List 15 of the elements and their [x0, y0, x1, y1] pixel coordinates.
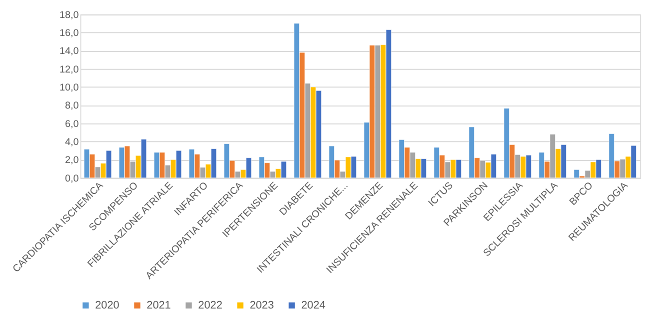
y-tick-label: 12,0	[60, 64, 80, 76]
y-tick-label: 8,0	[65, 100, 80, 112]
y-tick-label: 2,0	[65, 155, 80, 166]
y-tick-label: 4,0	[65, 136, 80, 148]
y-tick-label: 6,0	[65, 118, 80, 130]
y-tick-label: 10,0	[60, 82, 80, 94]
legend-label: 2022	[198, 299, 222, 312]
legend-label: 2023	[250, 299, 274, 312]
legend-label: 2024	[301, 299, 326, 312]
y-tick-label: 18,0	[60, 10, 80, 21]
legend-label: 2020	[95, 299, 120, 312]
legend-label: 2021	[146, 299, 171, 312]
y-tick-label: 14,0	[60, 46, 80, 58]
y-tick-label: 16,0	[60, 28, 80, 39]
y-tick-label: 0,0	[65, 173, 80, 184]
